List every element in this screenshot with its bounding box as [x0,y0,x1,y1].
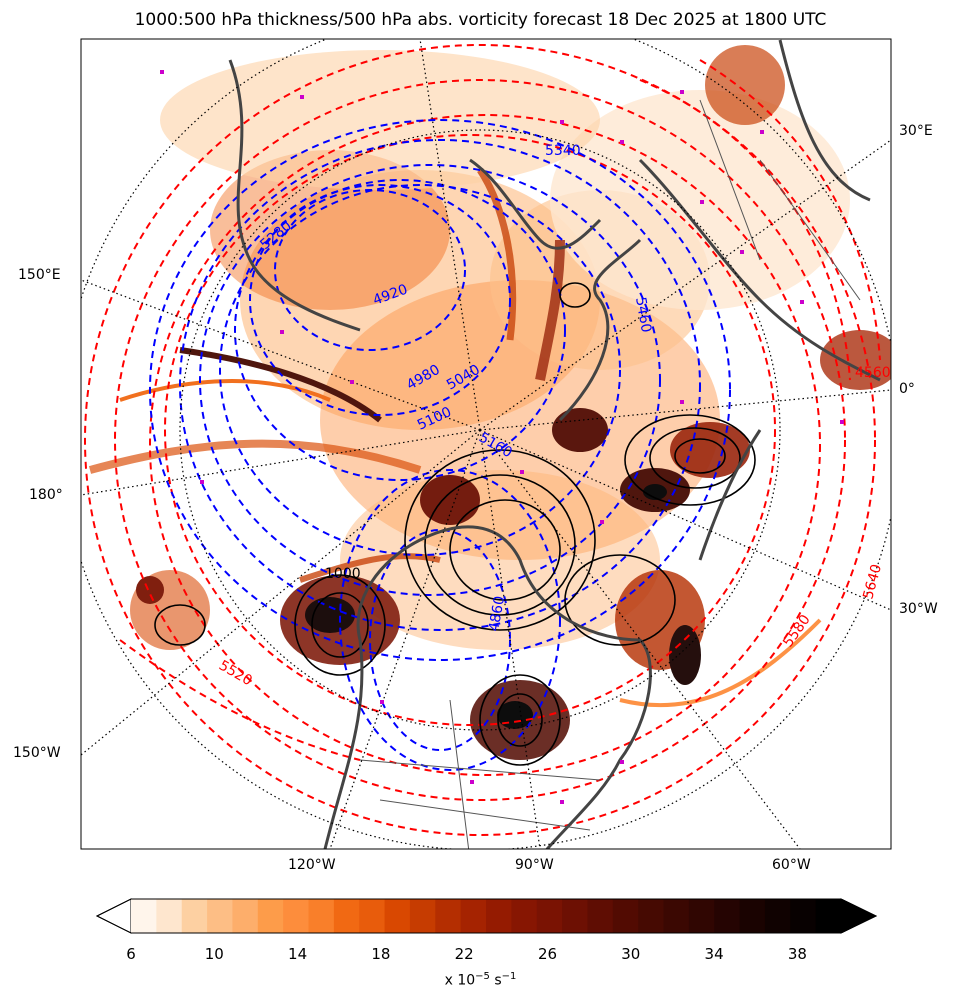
colorbar-swatch [460,899,487,933]
colorbar-swatch [714,899,741,933]
colorbar-extend-min [95,898,132,934]
colorbar-swatch [663,899,690,933]
colorbar-units: x 10−5 s−1 [444,971,517,989]
lon-label-bottom: 60°W [772,857,811,873]
colorbar-swatch [181,899,208,933]
contour-label: 4860 [486,595,508,633]
colorbar-swatch [131,899,157,933]
borders [359,99,861,849]
colorbar-tick-label: 18 [371,945,391,963]
colorbar-swatch [587,899,614,933]
colorbar-swatch [359,899,386,933]
colorbar-tick-label: 34 [704,945,724,963]
colorbar-swatch [511,899,538,933]
colorbar-swatch [207,899,233,933]
colorbar-swatch [435,899,462,933]
colorbar-swatch [764,899,791,933]
vorticity-shading [88,45,891,760]
pressure-contours [154,282,756,766]
colorbar-tick-label: 22 [454,945,474,963]
colorbar-tick-label: 38 [787,945,807,963]
colorbar-frame [95,898,878,934]
colorbar-swatch [486,899,512,933]
map-title: 1000:500 hPa thickness/500 hPa abs. vort… [134,10,827,30]
thickness-contours-cold [149,119,731,771]
contour-label: 5340 [545,143,581,159]
colorbar-swatch [688,899,715,933]
lon-label-left: 150°E [18,267,61,283]
colorbar-swatch [156,899,183,933]
lon-label-right: 30°E [899,123,933,139]
graticule [81,39,891,849]
colorbar-tick-label: 14 [288,945,308,963]
colorbar-tick-label: 30 [621,945,641,963]
contour-label: 4560 [855,365,891,381]
map-frame [80,38,892,850]
contour-label: 1000 [325,566,361,582]
colorbar-swatch [739,899,766,933]
lon-label-right: 30°W [899,601,938,617]
colorbar-tick-label: 6 [126,945,136,963]
colorbar-swatch [232,899,259,933]
colorbar-swatch [257,899,284,933]
lon-label-bottom: 90°W [515,857,554,873]
colorbar-tick-label: 10 [204,945,224,963]
lon-label-left: 180° [29,487,63,503]
colorbar-swatch [612,899,639,933]
colorbar-swatch [815,899,842,933]
colorbar-swatch [333,899,360,933]
colorbar-swatch [384,899,411,933]
colorbar-swatch [283,899,309,933]
colorbar-swatch [790,899,817,933]
colorbar-tick-label: 26 [537,945,558,963]
lon-label-right: 0° [899,381,915,397]
colorbar-swatch [562,899,588,933]
map-field-layer: 5340 5280 4920 4980 5040 5100 5160 5460 … [81,39,891,849]
thickness-contours-warm [84,44,881,836]
colorbar-swatch [536,899,563,933]
station-markers [160,70,844,804]
colorbar-extend-max [840,898,878,934]
colorbar-swatch [409,899,436,933]
lon-label-left: 150°W [13,745,61,761]
lon-label-bottom: 120°W [288,857,336,873]
colorbar-swatch [308,899,335,933]
colorbar-swatch [638,899,664,933]
contour-label: 5460 [632,296,654,334]
colorbar [95,898,878,934]
